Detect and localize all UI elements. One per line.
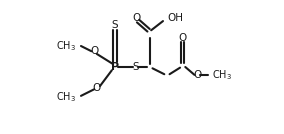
Text: CH$_3$: CH$_3$ [56, 90, 76, 104]
Text: CH$_3$: CH$_3$ [56, 39, 76, 53]
Text: O: O [133, 13, 141, 23]
Text: O: O [179, 33, 187, 43]
Text: P: P [111, 62, 119, 72]
Text: O: O [90, 46, 98, 56]
Text: S: S [132, 62, 139, 72]
Text: OH: OH [167, 13, 183, 23]
Text: O: O [93, 83, 101, 93]
Text: O: O [193, 70, 201, 80]
Text: S: S [112, 20, 118, 30]
Text: CH$_3$: CH$_3$ [212, 68, 231, 82]
